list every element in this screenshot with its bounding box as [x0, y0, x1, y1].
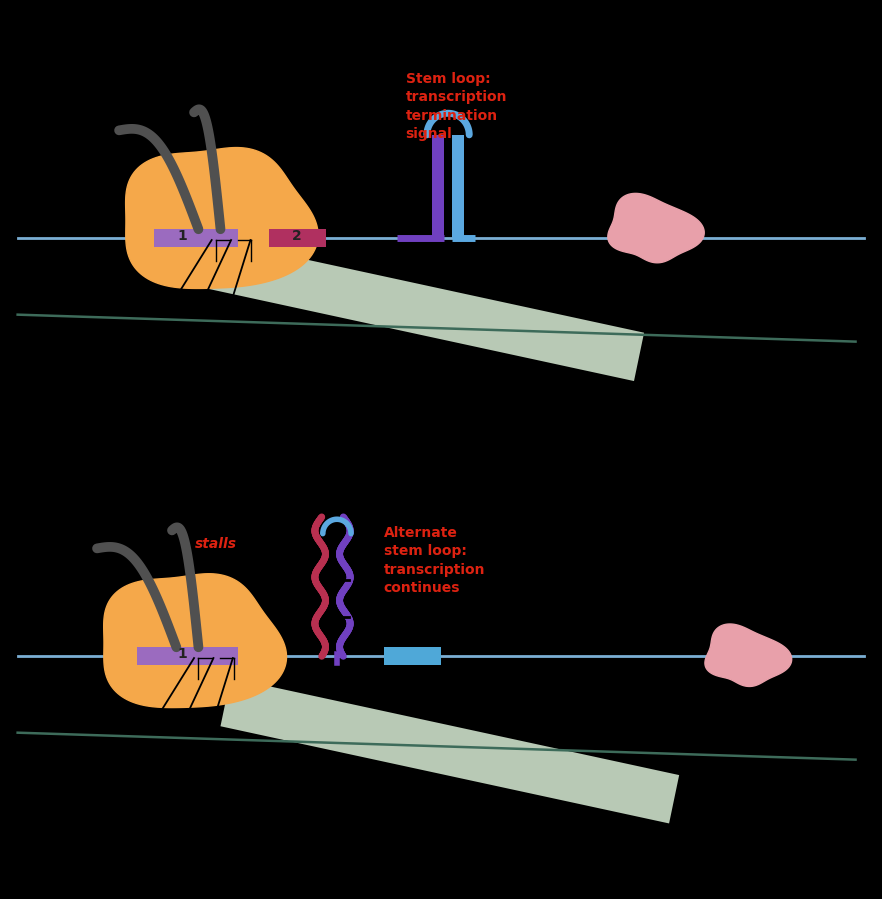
Bar	[452, 135, 464, 238]
Polygon shape	[705, 624, 792, 687]
Text: Stem loop:
transcription
termination
signal: Stem loop: transcription termination sig…	[406, 72, 507, 141]
Polygon shape	[608, 193, 704, 263]
Bar	[384, 647, 441, 665]
Polygon shape	[104, 574, 287, 708]
Bar	[432, 135, 444, 238]
Polygon shape	[220, 678, 679, 823]
Text: 1: 1	[177, 228, 188, 243]
Polygon shape	[203, 239, 644, 381]
Text: 1: 1	[177, 646, 188, 661]
Text: Alternate
stem loop:
transcription
continues: Alternate stem loop: transcription conti…	[384, 526, 485, 595]
Bar	[269, 229, 326, 247]
Polygon shape	[125, 147, 318, 289]
Text: 2: 2	[291, 228, 302, 243]
Text: stalls: stalls	[195, 537, 237, 551]
Bar	[137, 647, 238, 665]
Bar	[154, 229, 238, 247]
